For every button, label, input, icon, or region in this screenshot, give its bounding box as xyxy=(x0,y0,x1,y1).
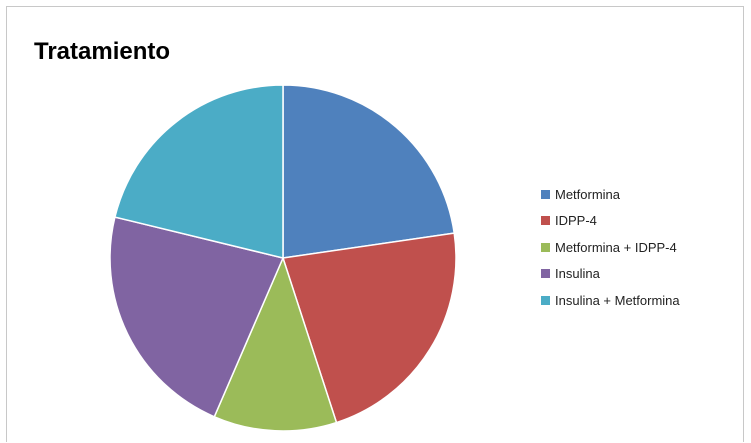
legend-item-insulina: Insulina xyxy=(541,261,680,288)
pie-slice-metformina xyxy=(282,84,456,259)
legend-item-metformina-idpp4: Metformina + IDPP-4 xyxy=(541,234,680,261)
legend-item-insulina-metformina: Insulina + Metformina xyxy=(541,287,680,314)
pie-slice-idpp-4 xyxy=(282,232,457,424)
legend-label: IDPP-4 xyxy=(555,213,597,229)
legend-swatch xyxy=(541,216,550,226)
pie-slices xyxy=(109,84,457,432)
pie-slice-insulina-metformina xyxy=(114,84,284,259)
legend: Metformina IDPP-4 Metformina + IDPP-4 In… xyxy=(541,181,680,314)
legend-label: Metformina xyxy=(555,186,621,202)
pie-slice-insulina xyxy=(109,216,285,418)
chart-title: Tratamiento xyxy=(34,38,171,65)
legend-swatch xyxy=(541,295,550,305)
legend-item-metformina: Metformina xyxy=(541,181,680,208)
legend-label: Metformina + IDPP-4 xyxy=(555,239,677,255)
legend-swatch xyxy=(541,242,550,252)
pie-slice-metformina-idpp-4 xyxy=(213,255,338,432)
legend-swatch xyxy=(541,269,550,279)
legend-swatch xyxy=(541,189,550,199)
legend-item-idpp4: IDPP-4 xyxy=(541,208,680,235)
legend-label: Insulina xyxy=(555,266,600,282)
legend-label: Insulina + Metformina xyxy=(555,292,680,308)
